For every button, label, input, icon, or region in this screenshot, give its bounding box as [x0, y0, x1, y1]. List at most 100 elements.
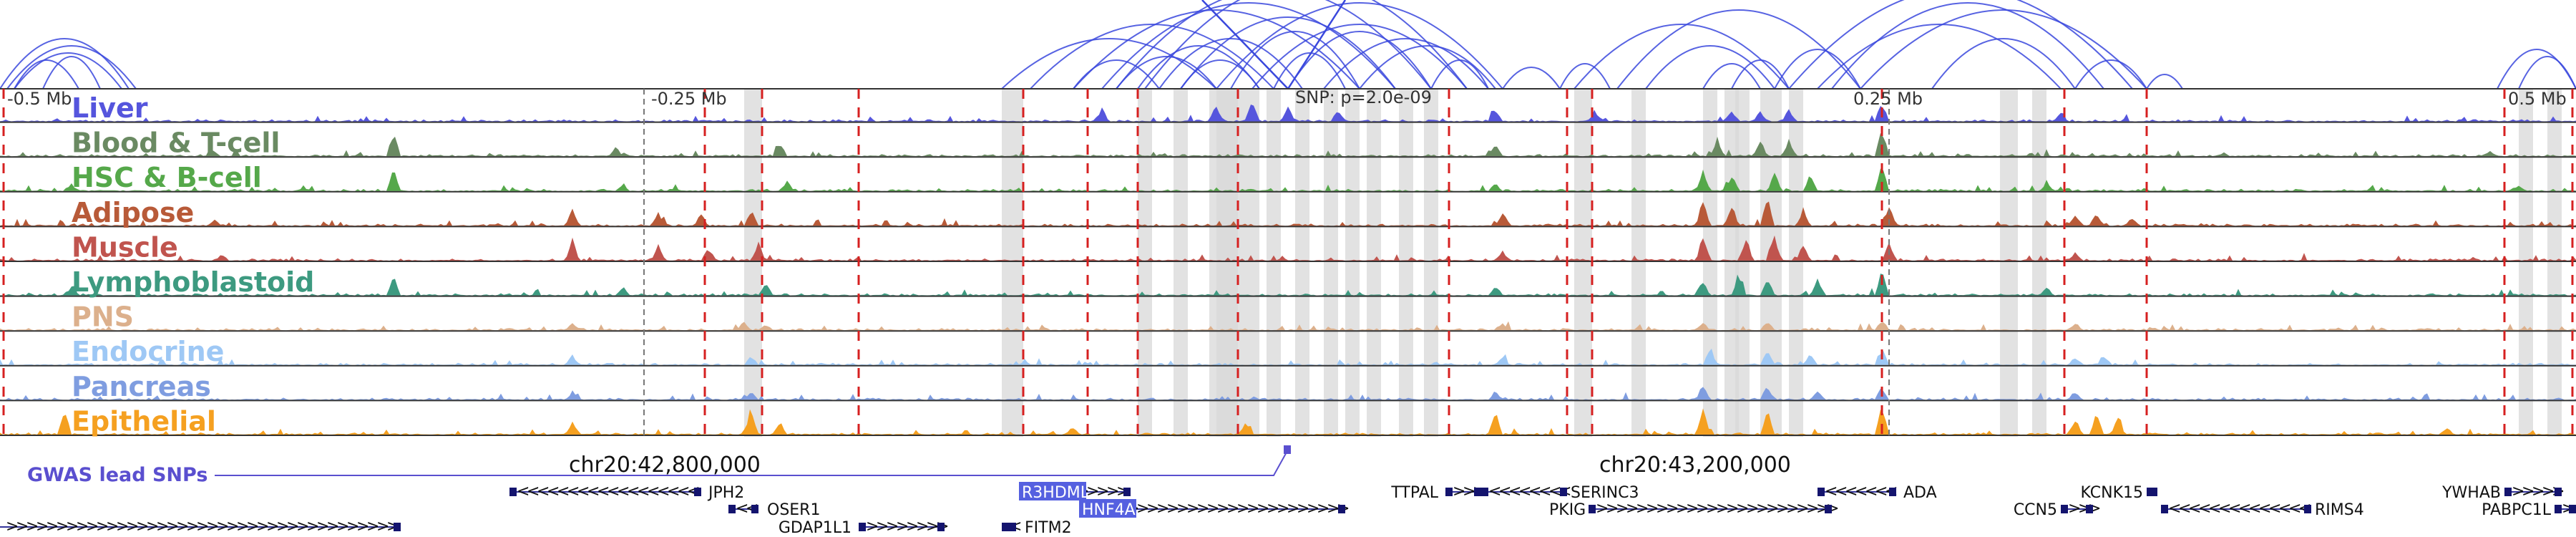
gene-strand-chevron: > — [146, 518, 159, 536]
gene-strand-chevron: > — [1686, 500, 1699, 518]
gene-strand-chevron: > — [306, 518, 319, 536]
gene-strand-chevron: > — [336, 518, 349, 536]
highlight-band — [1138, 89, 1152, 437]
gene-strand-chevron: > — [1086, 483, 1099, 500]
gene-exon — [1560, 488, 1567, 496]
gene-strand-chevron: > — [1666, 500, 1679, 518]
gene-annotation-track: <<<<<<<<<<<<<<<<<<JPH2<<OSER1>>>>>>>>GDA… — [0, 482, 2576, 537]
chromatin-loop-arc — [1502, 67, 1561, 90]
gene-exon — [859, 523, 866, 531]
chromatin-loop-arc — [1252, 24, 1468, 90]
gene-strand-chevron: < — [2288, 500, 2301, 518]
chromatin-loop-arc — [6, 45, 137, 90]
gene-label: R3HDML — [1022, 484, 1090, 502]
track-label: Blood & T-cell — [72, 127, 280, 159]
gene-strand-chevron: > — [246, 518, 259, 536]
gene-strand-chevron: > — [376, 518, 389, 536]
gwas-connector-line — [215, 449, 1289, 476]
highlight-band — [1767, 89, 1782, 437]
track-label: PNS — [72, 301, 134, 333]
gene-exon — [1889, 488, 1896, 496]
gene-strand-chevron: > — [1463, 483, 1475, 500]
gene-strand-chevron: > — [1287, 500, 1299, 518]
track-label: Muscle — [72, 231, 178, 263]
chromatin-loop-arc — [1116, 56, 1217, 90]
chromatin-loop-arc — [1144, 0, 1468, 90]
gene-label: PKIG — [1549, 501, 1586, 519]
chromatin-loop-arc — [1287, 31, 1432, 90]
gene-strand-chevron: > — [1736, 500, 1749, 518]
gene-strand-chevron: < — [1865, 483, 1878, 500]
gene-exon — [728, 505, 736, 513]
gwas-snp-marker — [1284, 445, 1291, 454]
gene-strand-chevron: > — [236, 518, 249, 536]
gene-strand-chevron: > — [1277, 500, 1289, 518]
gene-strand-chevron: < — [657, 483, 670, 500]
gene-strand-chevron: > — [1196, 500, 1209, 518]
gene-strand-chevron: > — [1746, 500, 1759, 518]
gene-strand-chevron: < — [1538, 483, 1551, 500]
highlight-band — [1760, 89, 1767, 437]
gene-strand-chevron: > — [1806, 500, 1819, 518]
gene-strand-chevron: > — [356, 518, 369, 536]
gene-strand-chevron: < — [537, 483, 550, 500]
gene-strand-chevron: > — [296, 518, 309, 536]
chromatin-loop-arc — [1774, 49, 1861, 90]
accessibility-signal-9 — [0, 408, 2576, 435]
gene-exon — [1338, 505, 1345, 513]
gene-strand-chevron: > — [276, 518, 289, 536]
chromatin-loop-arc — [1731, 59, 1790, 90]
gene-label: CCN5 — [2014, 501, 2057, 519]
gene-strand-chevron: < — [1548, 483, 1561, 500]
gene-strand-chevron: > — [1226, 500, 1239, 518]
highlight-band — [2547, 89, 2562, 437]
gene-exon — [2150, 488, 2157, 496]
gene-exon — [751, 505, 758, 513]
gene-strand-chevron: > — [1146, 500, 1159, 518]
gene-strand-chevron: > — [76, 518, 89, 536]
gene-strand-chevron: < — [1498, 483, 1511, 500]
gene-strand-chevron: > — [1106, 483, 1119, 500]
gene-exon — [1123, 488, 1131, 496]
highlight-band — [2000, 89, 2018, 437]
highlight-band — [1789, 89, 1803, 437]
gene-label: TTPAL — [1390, 484, 1438, 502]
gene-strand-chevron: > — [326, 518, 339, 536]
gene-strand-chevron: > — [1696, 500, 1709, 518]
gene-strand-chevron: > — [1327, 500, 1340, 518]
chromatin-loop-arc — [1073, 59, 1160, 90]
offset-label-plus-0-25: 0.25 Mb — [1853, 89, 1923, 109]
gene-strand-chevron: > — [1766, 500, 1779, 518]
gene-strand-chevron: < — [567, 483, 580, 500]
chromatin-loop-arc — [2518, 56, 2576, 90]
gene-strand-chevron: > — [86, 518, 99, 536]
gene-highlight-box — [1019, 482, 1086, 500]
highlight-band — [2519, 89, 2533, 437]
gene-strand-chevron: < — [1518, 483, 1531, 500]
gene-strand-chevron: < — [647, 483, 660, 500]
highlight-band — [1703, 89, 1717, 437]
gene-strand-chevron: > — [1756, 500, 1769, 518]
gene-strand-chevron: > — [106, 518, 119, 536]
gene-strand-chevron: < — [2228, 500, 2241, 518]
chromatin-loop-arc — [1574, 24, 1790, 90]
gene-strand-chevron: > — [1317, 500, 1330, 518]
accessibility-signal-2 — [0, 168, 2576, 191]
offset-label-minus-0-25: -0.25 Mb — [651, 89, 727, 109]
gene-strand-chevron: > — [1716, 500, 1729, 518]
gene-strand-chevron: < — [2178, 500, 2191, 518]
track-label: Pancreas — [72, 371, 211, 402]
gene-strand-chevron: < — [2278, 500, 2291, 518]
gene-exon — [2086, 505, 2093, 513]
gene-strand-chevron: > — [1186, 500, 1199, 518]
accessibility-signal-1 — [0, 132, 2576, 157]
gene-strand-chevron: < — [1825, 483, 1838, 500]
gene-strand-chevron: < — [587, 483, 600, 500]
gene-strand-chevron: < — [2268, 500, 2281, 518]
highlight-band — [1345, 89, 1360, 437]
gene-strand-chevron: < — [517, 483, 530, 500]
gene-strand-chevron: > — [226, 518, 239, 536]
gene-strand-chevron: > — [1453, 483, 1465, 500]
gene-strand-chevron: > — [866, 518, 879, 536]
